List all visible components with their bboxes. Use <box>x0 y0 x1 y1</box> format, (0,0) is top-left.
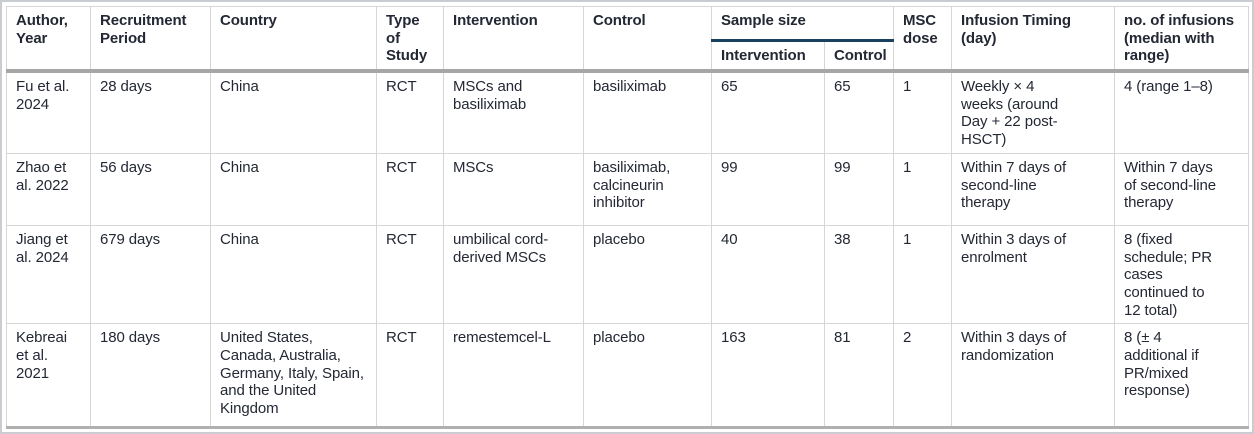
cell-msc-dose: 1 <box>893 224 952 324</box>
cell-sample-control: 81 <box>824 323 894 428</box>
table-row-kebreai-2021: Kebreai et al. 2021 180 days United Stat… <box>6 323 1249 428</box>
cell-type-of-study: RCT <box>376 152 444 226</box>
cell-infusion-timing: Within 3 days of enrolment <box>951 224 1115 324</box>
col-header-sample-size: Sample size <box>711 6 894 43</box>
cell-infusion-timing: Within 7 days of second-line therapy <box>951 152 1115 226</box>
col-header-msc-dose: MSC dose <box>893 6 952 74</box>
cell-control: basiliximab <box>583 70 712 154</box>
cell-control: basiliximab, calcineurin inhibitor <box>583 152 712 226</box>
cell-sample-intervention: 40 <box>711 224 825 324</box>
header-row-main: Author, Year Recruitment Period Country … <box>6 6 1249 74</box>
cell-sample-control: 38 <box>824 224 894 324</box>
cell-recruitment-period: 28 days <box>90 70 211 154</box>
cell-recruitment-period: 679 days <box>90 224 211 324</box>
cell-infusion-timing: Weekly × 4 weeks (around Day + 22 post-H… <box>951 70 1115 154</box>
cell-infusion-timing: Within 3 days of randomization <box>951 323 1115 428</box>
cell-country: United States, Canada, Australia, German… <box>210 323 377 428</box>
cell-no-of-infusions: Within 7 days of second-line therapy <box>1114 152 1249 226</box>
cell-type-of-study: RCT <box>376 224 444 324</box>
col-header-type-of-study: Type of Study <box>376 6 444 74</box>
cell-msc-dose: 2 <box>893 323 952 428</box>
cell-sample-intervention: 163 <box>711 323 825 428</box>
study-characteristics-table: Author, Year Recruitment Period Country … <box>6 6 1249 430</box>
table-row-zhao-2022: Zhao et al. 2022 56 days China RCT MSCs … <box>6 152 1249 226</box>
cell-sample-intervention: 99 <box>711 152 825 226</box>
cell-sample-control: 65 <box>824 70 894 154</box>
cell-no-of-infusions: 8 (fixed schedule; PR cases continued to… <box>1114 224 1249 324</box>
col-subheader-sample-control: Control <box>824 40 894 74</box>
cell-no-of-infusions: 4 (range 1–8) <box>1114 70 1249 154</box>
col-subheader-sample-intervention: Intervention <box>711 40 825 74</box>
cell-no-of-infusions: 8 (± 4 additional if PR/mixed response) <box>1114 323 1249 428</box>
col-header-intervention: Intervention <box>443 6 584 74</box>
cell-country: China <box>210 224 377 324</box>
cell-author: Jiang et al. 2024 <box>6 224 91 324</box>
cell-sample-control: 99 <box>824 152 894 226</box>
header-row-sample-sub: Intervention Control <box>7 40 1249 74</box>
cell-country: China <box>210 70 377 154</box>
table-row-jiang-2024: Jiang et al. 2024 679 days China RCT umb… <box>6 224 1249 324</box>
col-header-author-year: Author, Year <box>6 6 91 74</box>
col-header-recruitment-period: Recruitment Period <box>90 6 211 74</box>
cell-intervention: MSCs and basiliximab <box>443 70 584 154</box>
table-row-fu-2024: Fu et al. 2024 28 days China RCT MSCs an… <box>6 70 1249 154</box>
cell-sample-intervention: 65 <box>711 70 825 154</box>
cell-author: Fu et al. 2024 <box>6 70 91 154</box>
cell-msc-dose: 1 <box>893 152 952 226</box>
cell-intervention: remestemcel-L <box>443 323 584 428</box>
cell-type-of-study: RCT <box>376 70 444 154</box>
cell-control: placebo <box>583 224 712 324</box>
cell-intervention: umbilical cord-derived MSCs <box>443 224 584 324</box>
cell-msc-dose: 1 <box>893 70 952 154</box>
col-header-country: Country <box>210 6 377 74</box>
cell-author: Kebreai et al. 2021 <box>6 323 91 428</box>
cell-intervention: MSCs <box>443 152 584 226</box>
col-header-infusion-timing: Infusion Timing (day) <box>951 6 1115 74</box>
cell-type-of-study: RCT <box>376 323 444 428</box>
cell-recruitment-period: 180 days <box>90 323 211 428</box>
col-header-no-of-infusions: no. of infusions (median with range) <box>1114 6 1249 74</box>
col-header-control: Control <box>583 6 712 74</box>
cell-author: Zhao et al. 2022 <box>6 152 91 226</box>
cell-country: China <box>210 152 377 226</box>
cell-recruitment-period: 56 days <box>90 152 211 226</box>
cell-control: placebo <box>583 323 712 428</box>
